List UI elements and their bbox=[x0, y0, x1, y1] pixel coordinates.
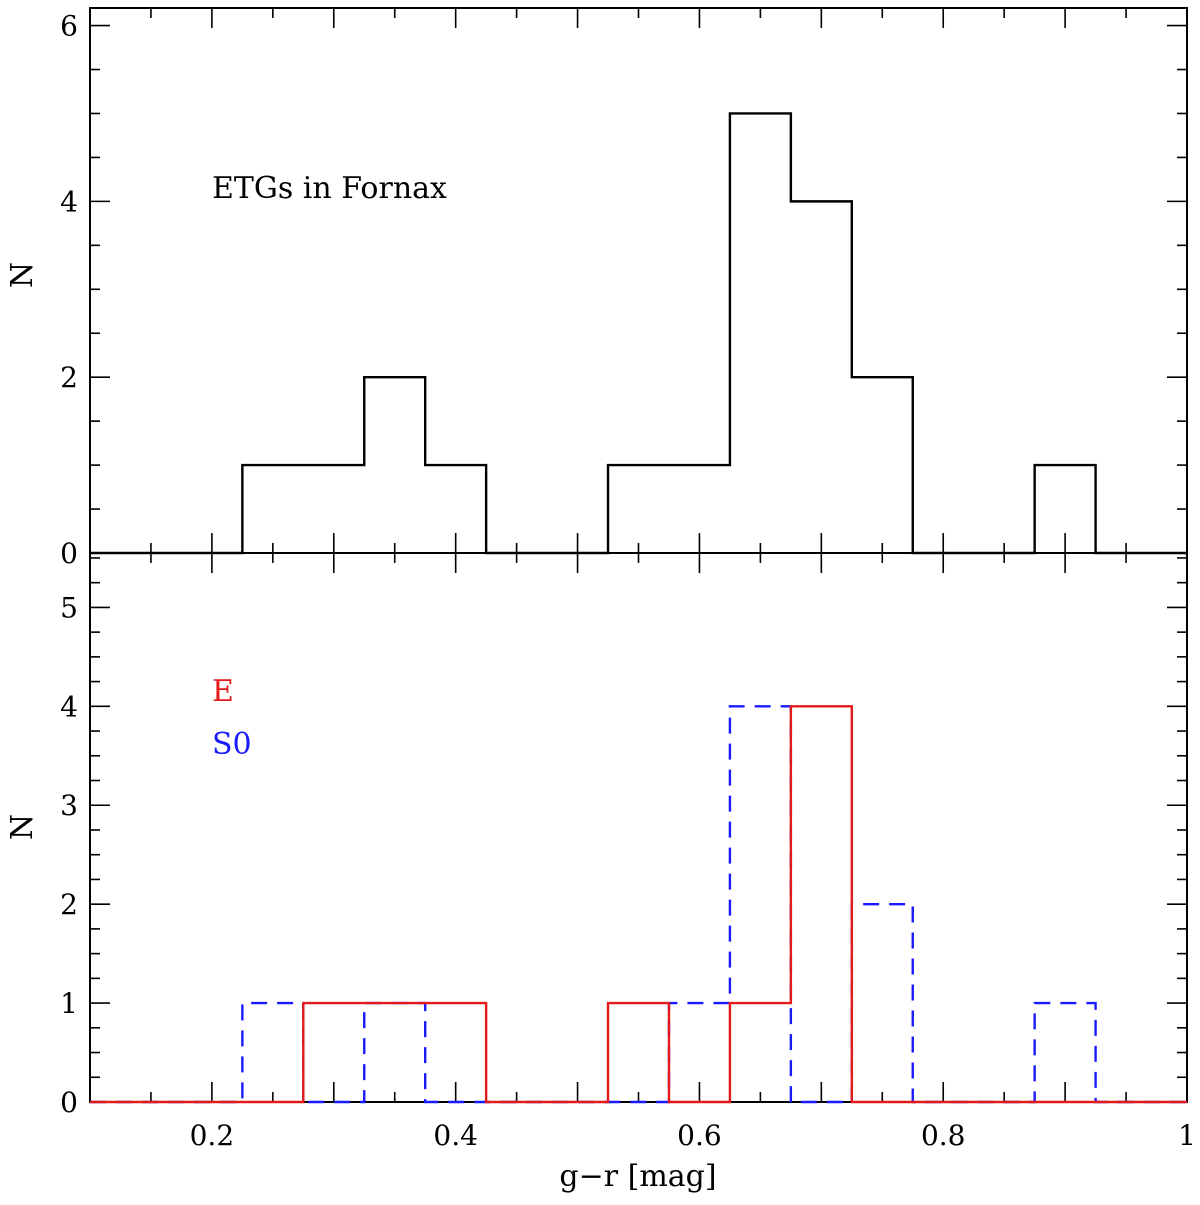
bottom-y-tick-label: 3 bbox=[60, 789, 78, 822]
bottom-y-tick-label: 4 bbox=[60, 690, 78, 723]
bottom-histogram-s0 bbox=[90, 705, 1187, 1104]
top-y-tick-label: 2 bbox=[60, 361, 78, 394]
bottom-y-tick-label: 1 bbox=[60, 987, 78, 1020]
bottom-histogram-e bbox=[90, 705, 1187, 1104]
bottom-panel: 0 1 2 3 4 5 0.2 0.4 0.6 0.8 1 bbox=[60, 552, 1196, 1152]
top-y-axis-title: N bbox=[5, 262, 40, 288]
x-axis-title: g−r [mag] bbox=[559, 1159, 716, 1194]
legend-e-label: E bbox=[212, 674, 234, 709]
top-y-tick-label: 6 bbox=[60, 10, 78, 43]
x-tick-label: 1 bbox=[1178, 1119, 1196, 1152]
bottom-y-tick-label: 0 bbox=[60, 1086, 78, 1119]
bottom-y-tick-label: 2 bbox=[60, 888, 78, 921]
bottom-y-tick-label: 5 bbox=[60, 591, 78, 624]
bottom-plot-frame bbox=[89, 552, 1188, 1103]
x-tick-label: 0.6 bbox=[677, 1119, 722, 1152]
x-tick-label: 0.8 bbox=[921, 1119, 966, 1152]
top-annotation: ETGs in Fornax bbox=[212, 171, 447, 206]
legend-s0-label: S0 bbox=[212, 727, 252, 762]
top-panel: 0 2 4 6 bbox=[60, 7, 1188, 570]
top-y-tick-label: 4 bbox=[60, 185, 78, 218]
top-plot-frame bbox=[89, 7, 1188, 554]
x-tick-label: 0.2 bbox=[190, 1119, 235, 1152]
x-tick-label: 0.4 bbox=[433, 1119, 478, 1152]
top-y-tick-label: 0 bbox=[60, 537, 78, 570]
bottom-y-axis-title: N bbox=[5, 814, 40, 840]
